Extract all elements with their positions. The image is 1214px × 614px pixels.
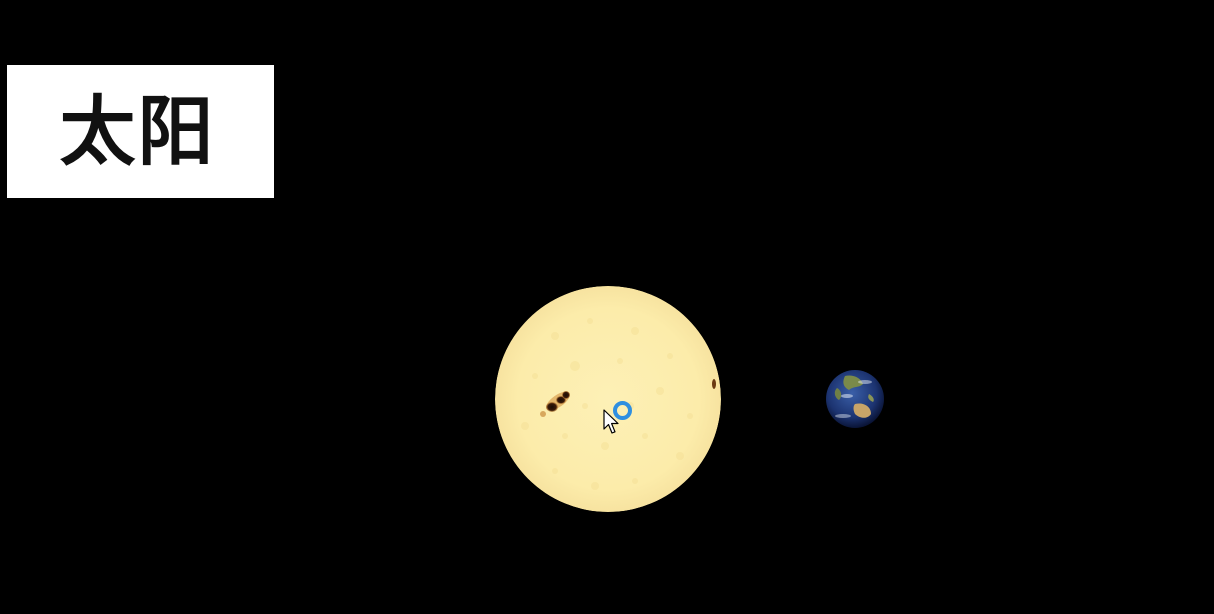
earth-icon[interactable] <box>825 368 885 430</box>
sun-icon[interactable] <box>495 286 721 512</box>
object-label: 太阳 <box>59 86 216 176</box>
object-label-panel: 太阳 <box>7 65 274 198</box>
sunspot-group <box>540 391 570 417</box>
mouse-pointer-icon <box>603 409 619 434</box>
click-ring-icon <box>613 401 632 420</box>
